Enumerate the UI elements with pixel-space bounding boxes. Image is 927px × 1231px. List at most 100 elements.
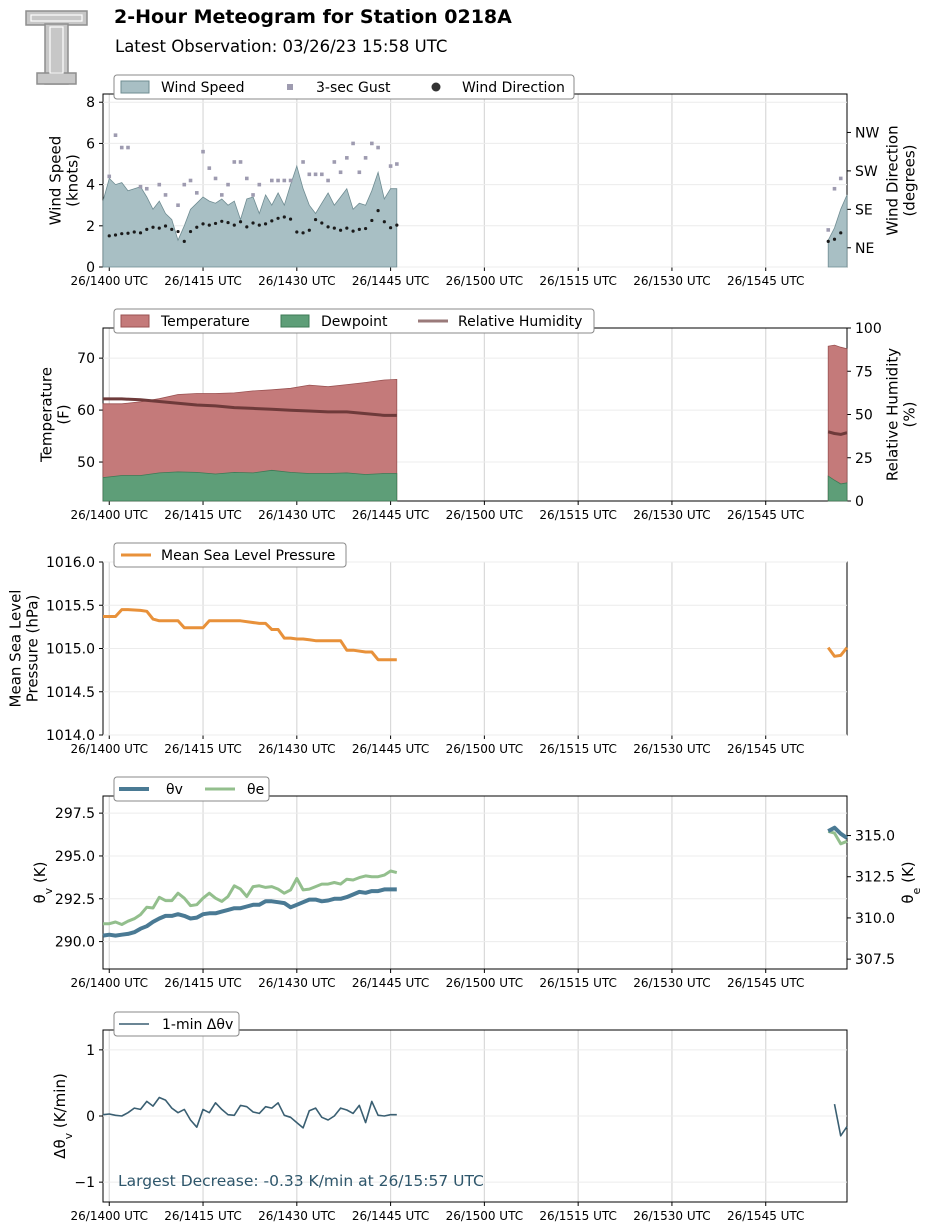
chart-subtitle: Latest Observation: 03/26/23 15:58 UTC: [115, 37, 447, 56]
gust-marker: [288, 178, 293, 183]
y2-axis-label: Relative Humidity: [884, 348, 902, 481]
y-tick-label: 50: [77, 455, 95, 471]
legend-swatch: [287, 84, 293, 90]
gust-marker: [219, 193, 224, 197]
gust-marker: [357, 170, 362, 175]
y-tick-label: 297.5: [55, 806, 95, 822]
y2-axis-label-group: θe (K): [899, 861, 923, 903]
x-tick-label: 26/1545 UTC: [727, 742, 804, 756]
y-axis-label-group: θv (K): [31, 861, 55, 903]
wind-direction-marker: [382, 220, 386, 224]
x-tick-label: 26/1430 UTC: [258, 508, 335, 522]
wind-direction-marker: [326, 225, 330, 229]
wind-direction-marker: [213, 221, 218, 226]
panel-4: 26/1400 UTC 26/1415 UTC 26/1430 UTC 26/1445…: [31, 776, 923, 990]
gust-marker: [276, 178, 280, 183]
wind-direction-marker: [320, 221, 324, 225]
y-axis-label-group: Mean Sea Level Pressure (hPa): [7, 590, 42, 708]
y-axis-label: Δθv (K/min): [51, 1073, 75, 1159]
y2-tick-label: 100: [855, 321, 882, 337]
y-tick-label: 0: [86, 260, 95, 276]
wind-direction-marker: [145, 227, 149, 232]
gust-marker: [363, 156, 368, 160]
gust-marker: [194, 191, 199, 195]
x-tick-label: 26/1500 UTC: [446, 1209, 523, 1223]
x-tick-label: 26/1445 UTC: [352, 1209, 429, 1223]
wind-direction-marker: [282, 215, 286, 219]
gust-marker: [320, 172, 324, 177]
legend-box: [113, 308, 595, 334]
wind-direction-marker: [163, 224, 168, 228]
y2-axis-label: (%): [901, 402, 919, 428]
wind-direction-marker: [245, 225, 249, 229]
gust-marker: [238, 160, 243, 164]
y-tick-label: 1015.0: [46, 642, 95, 658]
legend-box: [113, 542, 347, 568]
legend-label: Dewpoint: [321, 314, 388, 330]
y-axis-label: (knots): [64, 154, 82, 207]
y2-tick-label: 307.5: [855, 952, 895, 968]
y-tick-label: 1: [86, 1043, 95, 1059]
wind-direction-marker: [276, 216, 280, 220]
wind-direction-marker: [207, 223, 211, 227]
x-tick-label: 26/1530 UTC: [633, 274, 710, 288]
wind-direction-marker: [307, 228, 311, 232]
y2-tick-label: 0: [855, 494, 864, 510]
x-tick-label: 26/1430 UTC: [258, 742, 335, 756]
y-tick-label: 1015.5: [46, 598, 95, 614]
y-tick-label: 290.0: [55, 935, 95, 951]
theta-e-line: [827, 829, 848, 846]
x-tick-label: 26/1530 UTC: [633, 742, 710, 756]
x-tick-label: 26/1545 UTC: [727, 508, 804, 522]
legend-swatch: [431, 82, 441, 92]
x-tick-label: 26/1400 UTC: [71, 274, 148, 288]
gust-marker: [395, 162, 399, 166]
gust-marker: [107, 174, 112, 179]
wind-direction-marker: [120, 232, 124, 236]
wind-direction-marker: [176, 229, 180, 234]
x-tick-label: 26/1400 UTC: [71, 742, 148, 756]
y-tick-label: 295.0: [55, 849, 95, 865]
gust-marker: [270, 178, 274, 183]
x-tick-label: 26/1445 UTC: [352, 508, 429, 522]
legend-label: Temperature: [160, 314, 250, 330]
legend-label: Mean Sea Level Pressure: [161, 548, 335, 564]
wind-speed-area: [102, 164, 398, 268]
wind-direction-marker: [201, 222, 205, 226]
gust-marker: [370, 141, 374, 146]
y2-axis-label-group: Wind Direction (degrees): [884, 125, 919, 235]
wind-direction-marker: [151, 225, 155, 229]
panel-1: 26/1400 UTC 26/1415 UTC 26/1430 UTC 26/1445…: [47, 74, 919, 288]
x-tick-label: 26/1415 UTC: [164, 976, 241, 990]
y-tick-label: 0: [86, 1109, 95, 1125]
wind-speed-area: [827, 194, 848, 268]
y2-tick-label: NW: [855, 125, 879, 141]
x-tick-label: 26/1530 UTC: [633, 976, 710, 990]
legend-label: 1-min Δθv: [162, 1017, 233, 1033]
y-axis-label-group: Wind Speed (knots): [47, 136, 82, 226]
x-tick-label: 26/1415 UTC: [164, 508, 241, 522]
gust-marker: [144, 186, 149, 191]
x-tick-label: 26/1430 UTC: [258, 274, 335, 288]
gust-marker: [301, 160, 305, 164]
x-tick-label: 26/1500 UTC: [446, 742, 523, 756]
wind-direction-marker: [839, 231, 843, 235]
wind-direction-marker: [376, 209, 380, 213]
gust-marker: [232, 160, 237, 164]
legend-label: θe: [247, 782, 264, 798]
gust-marker: [832, 186, 837, 191]
theta-v-line: [827, 825, 849, 840]
y2-tick-label: SW: [855, 164, 878, 180]
y-axis-label: Pressure (hPa): [24, 595, 42, 703]
wind-direction-marker: [270, 219, 274, 223]
wind-direction-marker: [188, 229, 193, 234]
legend-label: Wind Direction: [462, 80, 565, 96]
gust-marker: [251, 193, 255, 197]
legend-swatch: [120, 80, 150, 94]
y-axis-label: Wind Speed: [47, 136, 65, 226]
y-tick-label: 1014.5: [46, 685, 95, 701]
x-tick-label: 26/1445 UTC: [352, 274, 429, 288]
y2-tick-label: 25: [855, 451, 873, 467]
wind-direction-marker: [113, 233, 118, 237]
legend-box: [113, 1011, 240, 1037]
